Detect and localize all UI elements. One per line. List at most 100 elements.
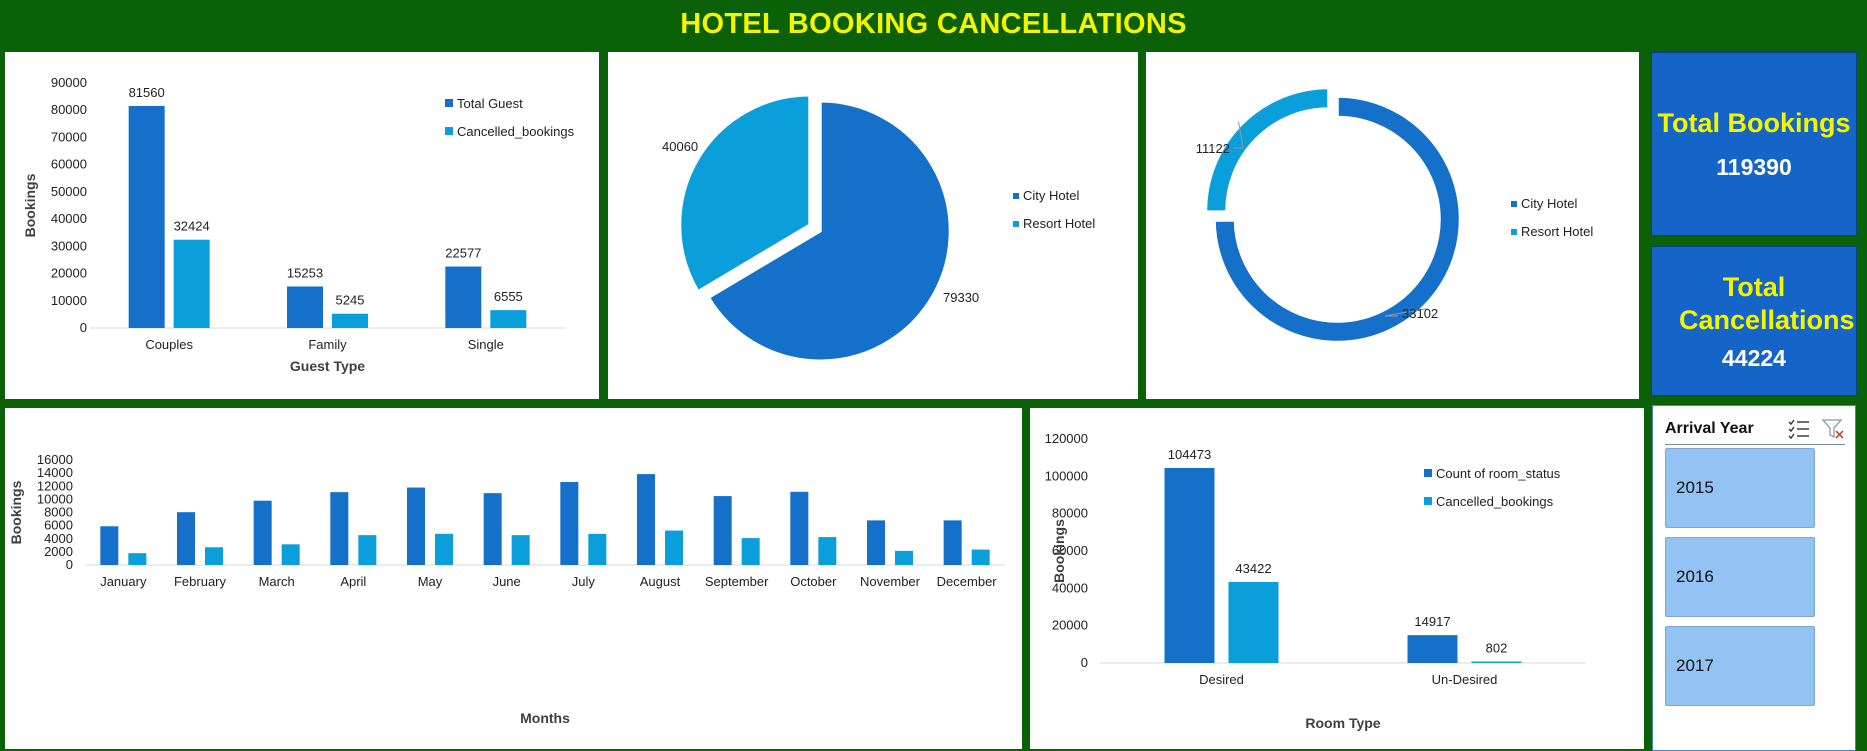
bar bbox=[637, 474, 655, 565]
legend-swatch bbox=[1511, 201, 1517, 207]
y-tick-label: 16000 bbox=[37, 452, 73, 467]
leader-line bbox=[1234, 121, 1244, 149]
bar bbox=[943, 520, 962, 565]
bar bbox=[177, 512, 195, 565]
slicer-item-2015[interactable]: 2015 bbox=[1665, 448, 1815, 528]
x-tick-label: Un-Desired bbox=[1432, 672, 1498, 687]
y-tick-label: 90000 bbox=[51, 75, 87, 90]
bar bbox=[560, 481, 579, 565]
total-bookings-value: 119390 bbox=[1716, 154, 1792, 180]
bar bbox=[818, 537, 837, 565]
y-tick-label: 70000 bbox=[51, 129, 87, 144]
legend-label: City Hotel bbox=[1521, 196, 1577, 211]
bar bbox=[445, 266, 482, 328]
bar bbox=[511, 535, 530, 565]
y-tick-label: 4000 bbox=[44, 531, 73, 546]
legend-label: Count of room_status bbox=[1436, 466, 1561, 481]
y-tick-label: 14000 bbox=[37, 465, 73, 480]
bar bbox=[205, 547, 223, 565]
bar bbox=[483, 493, 502, 565]
hotel-share-pie-panel[interactable]: 79330 40060 City Hotel Resort Hotel bbox=[608, 52, 1138, 399]
y-tick-label: 40000 bbox=[51, 211, 87, 226]
hotel-share-pie-chart: 79330 40060 City Hotel Resort Hotel bbox=[662, 93, 1095, 363]
data-label: 15253 bbox=[287, 265, 323, 280]
legend-label: Cancelled_bookings bbox=[1436, 494, 1554, 509]
data-label: 14917 bbox=[1414, 614, 1450, 629]
legend-swatch bbox=[1424, 469, 1432, 477]
legend-swatch bbox=[445, 127, 453, 135]
slicer-header: Arrival Year bbox=[1665, 414, 1845, 445]
legend-swatch bbox=[1511, 229, 1517, 235]
y-tick-label: 0 bbox=[80, 320, 87, 335]
slicer-title: Arrival Year bbox=[1665, 420, 1754, 437]
bar bbox=[435, 533, 453, 565]
bar bbox=[867, 520, 885, 565]
arrival-year-slicer: Arrival Year 2015 2016 2017 bbox=[1652, 405, 1856, 751]
data-label: 79330 bbox=[943, 290, 979, 305]
bar bbox=[790, 491, 809, 565]
total-cancellations-label: Total Cancellations bbox=[1679, 271, 1855, 335]
y-axis-title: Bookings bbox=[8, 480, 24, 544]
legend-swatch bbox=[1424, 497, 1432, 505]
y-tick-label: 30000 bbox=[51, 238, 87, 253]
y-tick-label: 60000 bbox=[1052, 543, 1088, 558]
y-tick-label: 20000 bbox=[1052, 618, 1088, 633]
bar bbox=[895, 550, 913, 565]
multi-select-icon[interactable] bbox=[1787, 418, 1811, 440]
y-tick-label: 8000 bbox=[44, 505, 73, 520]
data-label: 11122 bbox=[1196, 141, 1230, 156]
y-tick-label: 80000 bbox=[1052, 506, 1088, 521]
guest-type-chart: 0 10000 20000 30000 40000 50000 60000 70000 8000… bbox=[22, 75, 575, 374]
x-tick-label: October bbox=[790, 574, 837, 589]
x-tick-label: December bbox=[937, 574, 998, 589]
legend-swatch bbox=[1013, 193, 1019, 199]
x-tick-label: June bbox=[493, 574, 521, 589]
months-chart-panel[interactable]: 0 2000 4000 6000 8000 10000 12000 14000 16000 Jan… bbox=[5, 408, 1022, 749]
x-tick-label: Couples bbox=[145, 337, 193, 352]
bar bbox=[332, 313, 368, 328]
bar bbox=[1407, 635, 1458, 663]
bar bbox=[100, 526, 119, 565]
legend-swatch bbox=[445, 99, 453, 107]
x-tick-label: February bbox=[174, 574, 227, 589]
hotel-cancellations-donut-panel[interactable]: 33102 11122 City Hotel Resort Hotel bbox=[1146, 52, 1639, 399]
data-label: 22577 bbox=[445, 246, 481, 261]
x-tick-label: March bbox=[259, 574, 295, 589]
total-bookings-card: Total Bookings 119390 bbox=[1651, 52, 1857, 236]
bar bbox=[741, 538, 760, 565]
x-tick-label: Desired bbox=[1199, 672, 1244, 687]
data-label: 104473 bbox=[1168, 447, 1211, 462]
slice bbox=[678, 93, 812, 294]
slicer-item-2017[interactable]: 2017 bbox=[1665, 626, 1815, 706]
y-tick-label: 10000 bbox=[51, 293, 87, 308]
bar bbox=[713, 496, 732, 565]
y-tick-label: 0 bbox=[66, 557, 73, 572]
slice bbox=[706, 99, 952, 363]
x-axis-title: Room Type bbox=[1305, 715, 1380, 731]
data-label: 802 bbox=[1486, 641, 1508, 656]
room-type-chart-panel[interactable]: 0 20000 40000 60000 80000 100000 120000 Desired… bbox=[1030, 408, 1644, 749]
slice bbox=[1204, 86, 1331, 214]
y-axis-title: Bookings bbox=[1051, 519, 1067, 583]
data-label: 33102 bbox=[1402, 306, 1438, 321]
bar bbox=[588, 533, 607, 565]
x-tick-label: November bbox=[860, 574, 921, 589]
bar bbox=[287, 286, 323, 328]
clear-filter-icon[interactable] bbox=[1821, 418, 1845, 440]
data-label: 32424 bbox=[174, 219, 210, 234]
bar bbox=[253, 500, 272, 565]
guest-type-chart-panel[interactable]: 0 10000 20000 30000 40000 50000 60000 70000 8000… bbox=[5, 52, 599, 399]
x-tick-label: January bbox=[100, 574, 147, 589]
slice bbox=[1212, 94, 1462, 344]
bar bbox=[128, 105, 165, 328]
total-bookings-label: Total Bookings bbox=[1657, 108, 1851, 138]
legend-label: Resort Hotel bbox=[1521, 224, 1593, 239]
hotel-cancellations-donut-chart: 33102 11122 City Hotel Resort Hotel bbox=[1196, 86, 1593, 344]
bar bbox=[128, 553, 147, 565]
slicer-item-2016[interactable]: 2016 bbox=[1665, 537, 1815, 617]
bar bbox=[407, 487, 425, 565]
y-tick-label: 6000 bbox=[44, 518, 73, 533]
bar bbox=[1471, 661, 1522, 663]
x-tick-label: April bbox=[340, 574, 366, 589]
